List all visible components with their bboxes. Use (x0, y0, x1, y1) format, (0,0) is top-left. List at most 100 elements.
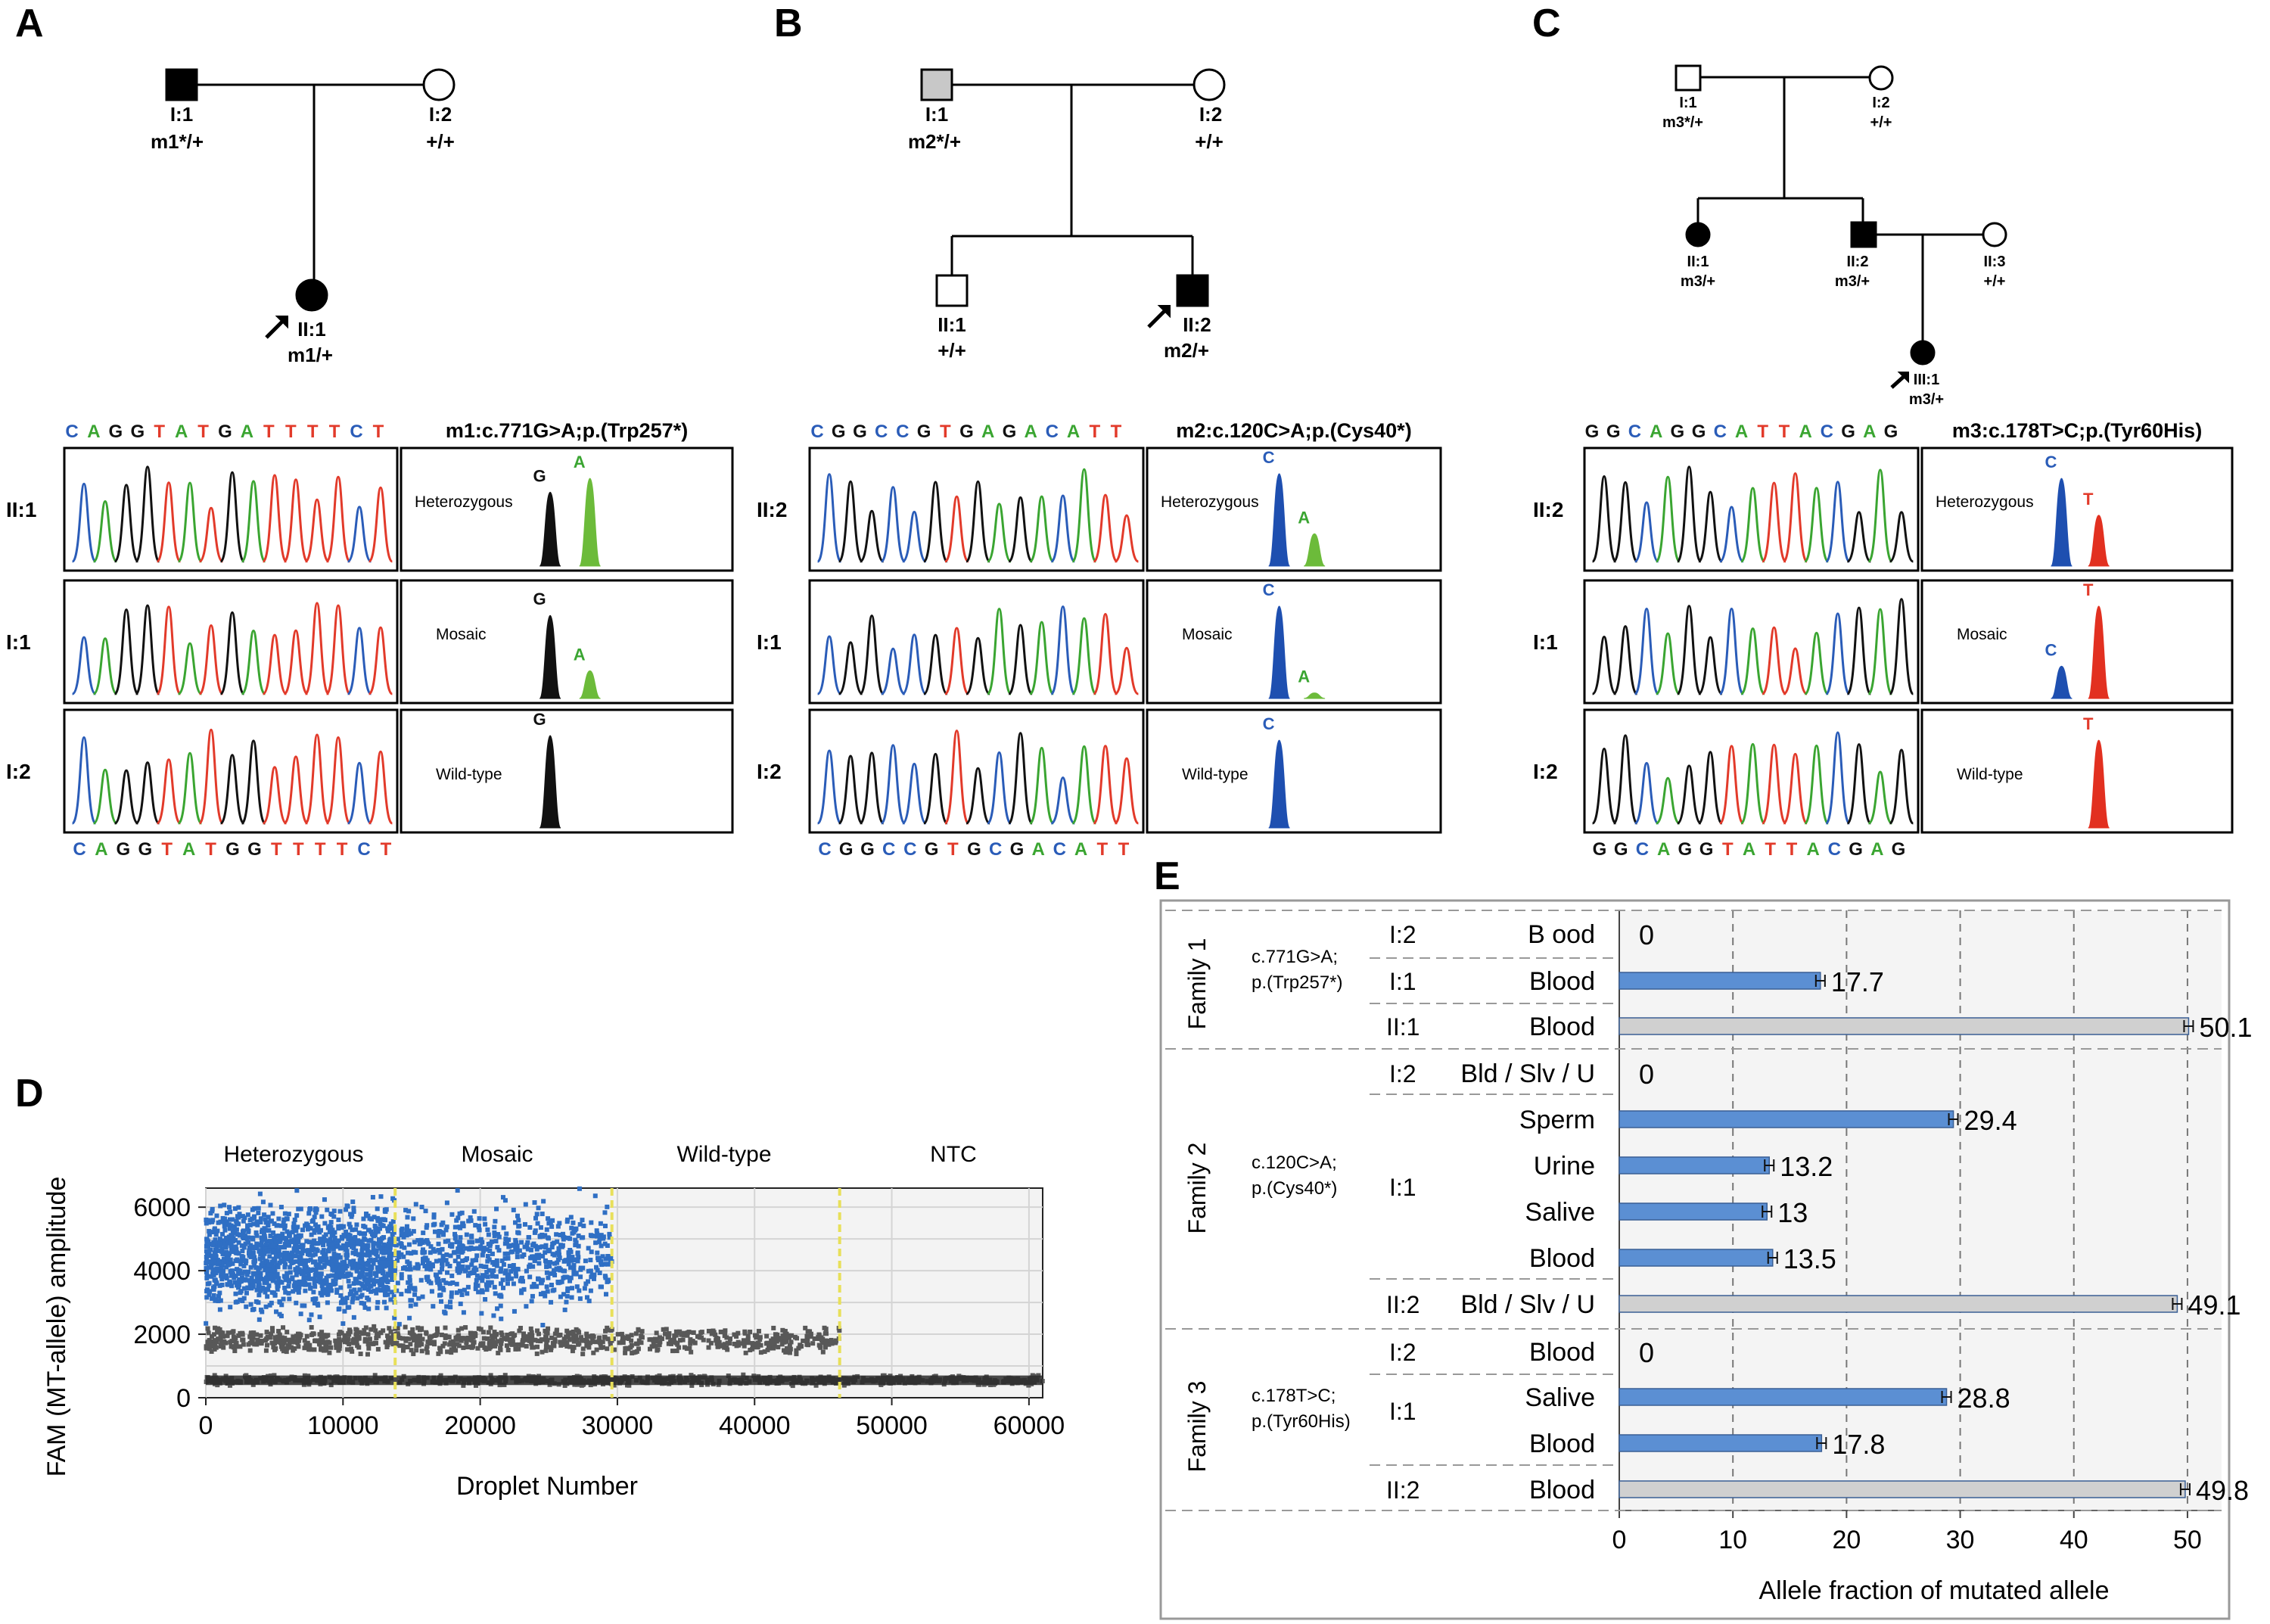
ddpcr-droplet (278, 1205, 284, 1210)
ddpcr-droplet (290, 1275, 295, 1280)
ddpcr-droplet (294, 1213, 300, 1218)
ddpcr-droplet (257, 1249, 262, 1254)
ddpcr-droplet (322, 1197, 327, 1202)
ddpcr-droplet (569, 1286, 574, 1291)
ddpcr-droplet (333, 1277, 338, 1282)
ddpcr-droplet (745, 1333, 751, 1339)
ddpcr-droplet (304, 1276, 309, 1281)
ddpcr-droplet (820, 1340, 826, 1346)
ddpcr-droplet (210, 1243, 216, 1248)
ddpcr-droplet (344, 1296, 350, 1301)
ddpcr-droplet (208, 1259, 213, 1265)
ddpcr-droplet (347, 1342, 352, 1347)
ddpcr-droplet (540, 1349, 545, 1355)
ddpcr-droplet (309, 1219, 315, 1224)
panel-e-individual: I:1 (1389, 1398, 1416, 1425)
chromatogram-peak (986, 608, 1012, 695)
ddpcr-droplet (215, 1228, 220, 1234)
panel-e-individual: I:2 (1389, 921, 1416, 948)
ddpcr-droplet (608, 1342, 613, 1347)
ddpcr-droplet (281, 1296, 286, 1302)
ddpcr-droplet (236, 1271, 241, 1277)
row-label: I:2 (6, 760, 31, 783)
ddpcr-droplet (331, 1246, 336, 1252)
ddpcr-droplet (706, 1328, 711, 1333)
ddpcr-droplet (483, 1296, 488, 1302)
ddpcr-droplet (239, 1243, 244, 1248)
ddpcr-droplet (602, 1274, 608, 1279)
ddpcr-droplet (558, 1339, 563, 1345)
sequence-base: C (357, 839, 370, 860)
chromatogram-peak (1719, 506, 1744, 563)
ddpcr-droplet (483, 1221, 488, 1227)
ddpcr-droplet (477, 1246, 483, 1251)
ddpcr-droplet (279, 1302, 285, 1308)
allele-peak-frame (400, 579, 734, 705)
ddpcr-droplet (473, 1333, 478, 1339)
ddpcr-droplet (253, 1230, 259, 1235)
ddpcr-droplet (348, 1224, 353, 1230)
ddpcr-droplet (474, 1277, 479, 1283)
ddpcr-droplet (377, 1259, 382, 1265)
chromatogram-peak (1846, 606, 1872, 695)
ddpcr-droplet (327, 1340, 332, 1346)
ddpcr-droplet (295, 1237, 300, 1243)
ddpcr-droplet (540, 1212, 545, 1217)
chromatogram-peak (944, 495, 970, 563)
ddpcr-droplet (293, 1268, 298, 1273)
allele-peak (2051, 665, 2073, 699)
chromatogram-peak (1740, 627, 1766, 695)
ddpcr-droplet (276, 1216, 281, 1221)
sequence-base: G (1585, 422, 1600, 442)
ddpcr-droplet (465, 1344, 470, 1349)
ddpcr-droplet (531, 1281, 536, 1286)
ddpcr-droplet (434, 1277, 440, 1283)
ddpcr-droplet (536, 1261, 542, 1266)
ddpcr-droplet (215, 1330, 220, 1335)
ddpcr-droplet (439, 1222, 444, 1227)
ddpcr-droplet (309, 1324, 314, 1330)
ddpcr-droplet (326, 1288, 331, 1293)
ddpcr-droplet (251, 1330, 257, 1336)
panel-e-row: Urine 13.2 (1534, 1151, 1833, 1182)
ddpcr-droplet (304, 1268, 309, 1273)
ddpcr-droplet (249, 1338, 254, 1343)
ddpcr-droplet (447, 1264, 452, 1269)
ddpcr-droplet (362, 1237, 368, 1243)
ddpcr-droplet (361, 1224, 366, 1229)
ddpcr-droplet (226, 1262, 232, 1267)
ddpcr-plot: 0 10000 20000 30000 40000 50000 60000020004000… (133, 1186, 1065, 1440)
ddpcr-droplet (524, 1334, 530, 1339)
ddpcr-droplet (605, 1204, 610, 1209)
ddpcr-droplet (579, 1335, 584, 1340)
ddpcr-droplet (275, 1283, 280, 1289)
ddpcr-droplet (752, 1333, 757, 1338)
ddpcr-droplet (296, 1233, 301, 1238)
ddpcr-droplet (454, 1281, 459, 1286)
panel-e-x-tick-label: 0 (1612, 1526, 1627, 1554)
ddpcr-droplet (295, 1224, 300, 1230)
ddpcr-droplet (313, 1259, 318, 1265)
ddpcr-droplet (253, 1244, 258, 1249)
ddpcr-droplet (234, 1247, 239, 1252)
chromatogram-peak (1007, 496, 1034, 563)
panel-e-value-label: 49.1 (2188, 1290, 2240, 1321)
ddpcr-droplet (568, 1344, 573, 1349)
ddpcr-droplet (207, 1253, 212, 1258)
ddpcr-droplet (437, 1270, 443, 1275)
ddpcr-droplet (590, 1339, 595, 1345)
ddpcr-droplet (242, 1258, 247, 1263)
ddpcr-droplet (390, 1332, 396, 1337)
chromatogram-peak (71, 736, 97, 825)
chromatogram-peak (219, 754, 245, 825)
ddpcr-droplet (270, 1328, 275, 1333)
ddpcr-droplet (568, 1249, 574, 1255)
ddpcr-droplet (227, 1226, 232, 1231)
ddpcr-droplet (393, 1342, 398, 1347)
ddpcr-droplet (277, 1336, 282, 1342)
ddpcr-droplet (453, 1335, 459, 1340)
ddpcr-droplet (494, 1332, 499, 1337)
ddpcr-droplet (577, 1296, 583, 1302)
sequence-base: T (293, 839, 304, 860)
